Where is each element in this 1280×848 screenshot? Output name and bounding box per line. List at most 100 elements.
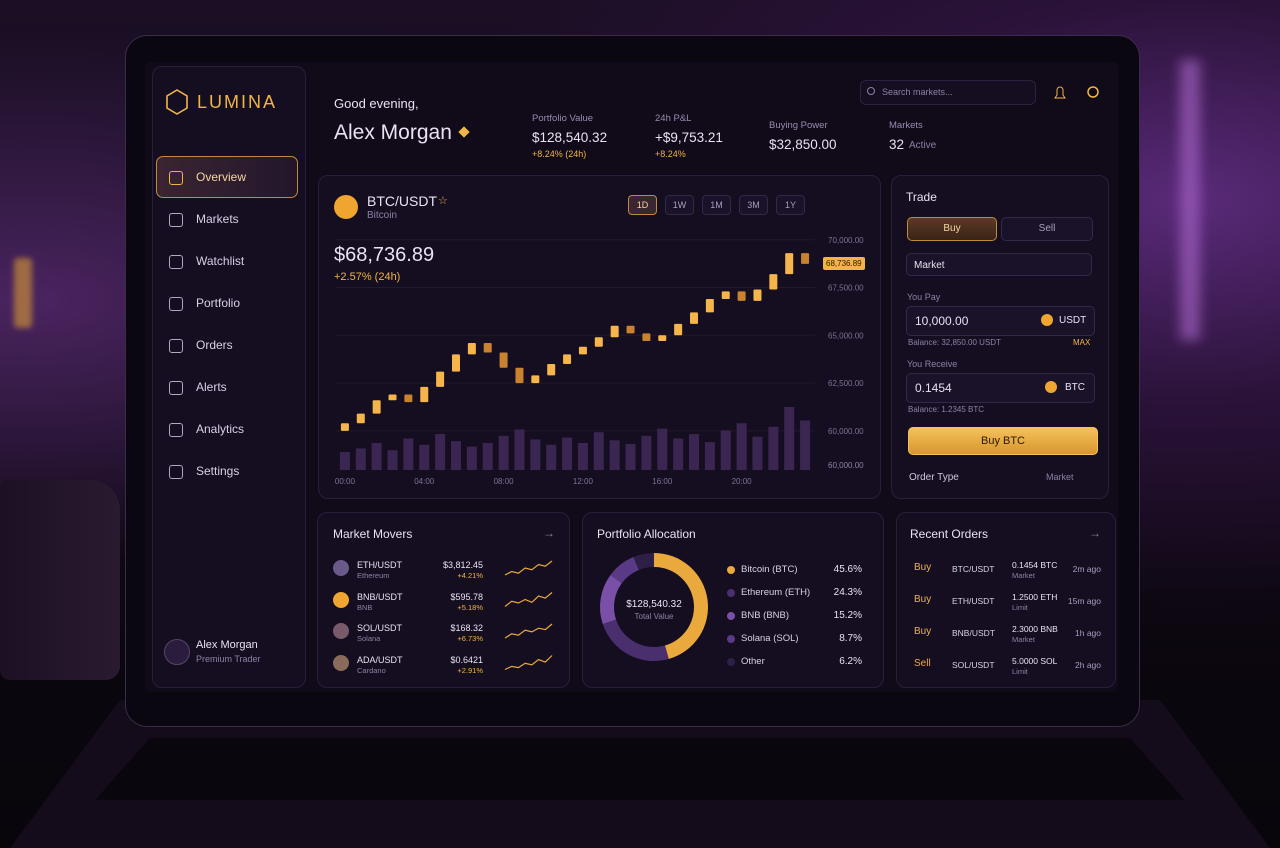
mover-change: +5.18% [457,602,483,612]
order-side: Buy [914,594,932,605]
max[interactable]: MAX [1073,338,1091,347]
coin-icon [1041,314,1053,326]
mug [0,480,120,680]
nav-icon [169,255,183,269]
buy-button[interactable]: Buy BTC [908,427,1098,455]
mover-pair: ADA/USDT [357,654,403,665]
mover-name: Ethereum [357,571,390,580]
order-kind: Limit [1012,603,1028,612]
light-strip [1180,60,1200,340]
lamp [14,258,32,328]
order-amount: 1.2500 ETH [1012,592,1058,602]
nav-icon [169,171,183,185]
receive-amount: 0.1454 [915,381,952,395]
mover-pair: ETH/USDT [357,560,402,570]
nav-active[interactable] [156,156,298,198]
nav-item[interactable]: Markets [196,212,239,226]
search-placeholder: Search markets... [882,87,953,97]
legend-label: Bitcoin (BTC) [741,564,798,575]
arrow[interactable]: → [543,526,555,540]
keyboard [95,738,1185,800]
stat-label: Markets [889,120,923,131]
price-tag: 68,736.89 [823,256,865,270]
legend-label: BNB (BNB) [741,610,790,621]
mover-pair: SOL/USDT [357,623,403,633]
legend-value: 24.3% [833,587,862,598]
trade-title: Trade [906,190,937,204]
mover-price: $168.32 [450,623,483,633]
receive-balance: Balance: 1.2345 BTC [908,405,985,414]
order-type[interactable]: Market [1046,472,1074,482]
stat-label: Portfolio Value [532,113,594,124]
center-value: $128,540.32 [626,599,682,610]
range-button[interactable]: 1W [665,195,694,215]
legend-dot [727,658,735,666]
nav-item[interactable]: Overview [196,170,247,184]
nav-icon [169,297,183,311]
order-type-label: Order Type [909,472,959,483]
legend-label: Other [741,656,765,667]
btc-icon [334,195,358,219]
orders-title: Recent Orders [910,527,989,541]
range-button[interactable]: 1M [702,195,731,215]
mover-change: +4.21% [457,571,483,580]
chart-panel [318,175,881,499]
coin-icon [1045,381,1057,393]
order-pair: BNB/USDT [952,628,995,638]
stat-value: $128,540.32 [532,130,608,145]
pay-input[interactable] [906,306,1095,336]
stat-label: 24h P&L [655,113,692,124]
receive-input[interactable] [906,373,1095,403]
order-pair: BTC/USDT [952,564,995,574]
range-button[interactable]: 3M [739,195,768,215]
mover-change: +6.73% [457,634,483,643]
arrow[interactable]: → [1089,526,1101,540]
buy-tab[interactable]: Buy [907,217,997,241]
stat-label: Buying Power [769,120,828,131]
avatar [164,639,190,665]
legend-dot [727,612,735,620]
star[interactable]: ☆ [438,195,448,207]
user-heading: Alex Morgan [334,121,452,144]
legend-dot [727,589,735,597]
stat-change: +8.24% [655,149,686,159]
stat-value: +$9,753.21 [655,130,723,145]
coin-icon [333,623,349,639]
user-name: Alex Morgan [196,639,258,651]
range-button[interactable]: 1D [628,195,657,215]
legend-label: Solana (SOL) [741,633,799,644]
mover-price: $0.6421 [450,654,483,665]
stat-change: +8.24% (24h) [532,149,587,159]
order-time: 1h ago [1075,628,1101,638]
movers-title: Market Movers [333,527,413,541]
asset-name: Bitcoin [367,210,398,221]
nav-icon [169,213,183,227]
stat-value: $32,850.00 [769,137,837,152]
order-kind: Limit [1012,667,1028,676]
coin-icon [333,591,349,608]
nav-item[interactable]: Alerts [196,380,227,394]
mover-price: $3,812.45 [442,560,483,570]
order-time: 15m ago [1067,596,1101,606]
sell-tab[interactable]: Sell [1001,217,1093,241]
nav-item[interactable]: Orders [196,338,233,352]
nav-item[interactable]: Watchlist [196,254,245,268]
nav-item[interactable]: Settings [196,464,240,478]
nav-item[interactable]: Portfolio [196,296,241,310]
pay-label: You Pay [907,292,941,302]
mover-name: BNB [357,602,373,612]
order-kind: Market [1012,635,1035,644]
order-kind: Market [1012,571,1035,580]
mover-name: Solana [357,634,381,643]
search[interactable] [860,80,1036,105]
legend-label: Ethereum (ETH) [741,587,811,598]
pay-balance: Balance: 32,850.00 USDT [908,338,1001,347]
nav-icon [169,465,183,479]
order-kind-select[interactable]: Market [906,253,1092,276]
mover-pair: BNB/USDT [357,591,403,602]
range-button[interactable]: 1Y [776,195,805,215]
pay-asset: USDT [1059,315,1087,326]
nav-item[interactable]: Analytics [196,422,245,436]
